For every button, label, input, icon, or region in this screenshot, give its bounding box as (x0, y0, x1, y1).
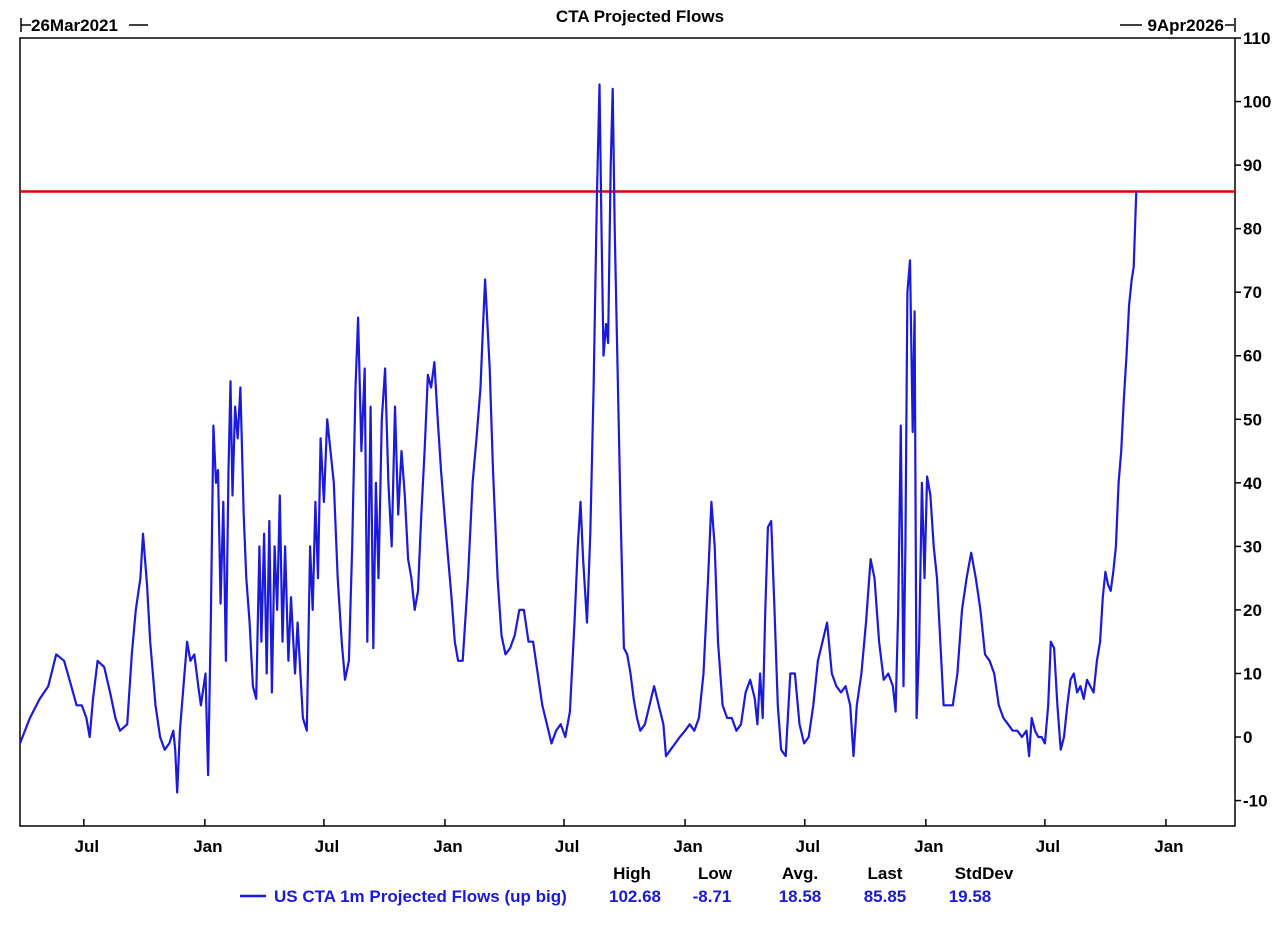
series-layer (18, 83, 1138, 794)
x-tick-label: Jul (796, 837, 821, 856)
y-tick-label: 110 (1243, 29, 1270, 48)
stat-header-avg: Avg. (782, 864, 818, 883)
legend-series-name: US CTA 1m Projected Flows (up big) (274, 887, 567, 906)
y-tick-label: 10 (1243, 664, 1262, 683)
stat-value-last: 85.85 (864, 887, 907, 906)
y-tick-label: 0 (1243, 728, 1252, 747)
y-tick-label: 70 (1243, 283, 1262, 302)
y-tick-label: 50 (1243, 410, 1262, 429)
stat-value-stddev: 19.58 (949, 887, 992, 906)
y-tick-label: 100 (1243, 93, 1271, 112)
start-date-marker: 26Mar2021 (20, 16, 148, 35)
stats-table: High Low Avg. Last StdDev 102.68 -8.71 1… (609, 864, 1014, 906)
y-tick-label: 80 (1243, 220, 1262, 239)
stat-header-stddev: StdDev (955, 864, 1014, 883)
series-line (18, 83, 1138, 794)
x-tick-label: Jan (673, 837, 702, 856)
x-tick-label: Jan (433, 837, 462, 856)
stat-value-high: 102.68 (609, 887, 661, 906)
chart-title: CTA Projected Flows (556, 7, 724, 26)
x-tick-label: Jan (1154, 837, 1183, 856)
end-date-label: 9Apr2026 (1147, 16, 1224, 35)
stat-value-avg: 18.58 (779, 887, 822, 906)
stat-value-low: -8.71 (693, 887, 732, 906)
x-axis: Jul Jan Jul Jan Jul Jan Jul Jan Jul Jan (75, 819, 1184, 856)
end-date-marker: 9Apr2026 (1120, 16, 1236, 35)
x-tick-label: Jul (75, 837, 100, 856)
x-tick-label: Jan (193, 837, 222, 856)
y-tick-label: 60 (1243, 347, 1262, 366)
legend: US CTA 1m Projected Flows (up big) (240, 887, 567, 906)
start-date-label: 26Mar2021 (31, 16, 118, 35)
x-tick-label: Jul (1036, 837, 1061, 856)
y-tick-label: 90 (1243, 156, 1262, 175)
stat-header-high: High (613, 864, 651, 883)
x-tick-label: Jan (914, 837, 943, 856)
stat-header-low: Low (698, 864, 733, 883)
y-tick-label: -10 (1243, 792, 1268, 811)
x-tick-label: Jul (555, 837, 580, 856)
y-tick-label: 20 (1243, 601, 1262, 620)
x-tick-label: Jul (315, 837, 340, 856)
y-tick-label: 40 (1243, 474, 1262, 493)
plot-area-frame (19, 37, 1236, 827)
y-tick-label: 30 (1243, 537, 1262, 556)
stat-header-last: Last (868, 864, 903, 883)
